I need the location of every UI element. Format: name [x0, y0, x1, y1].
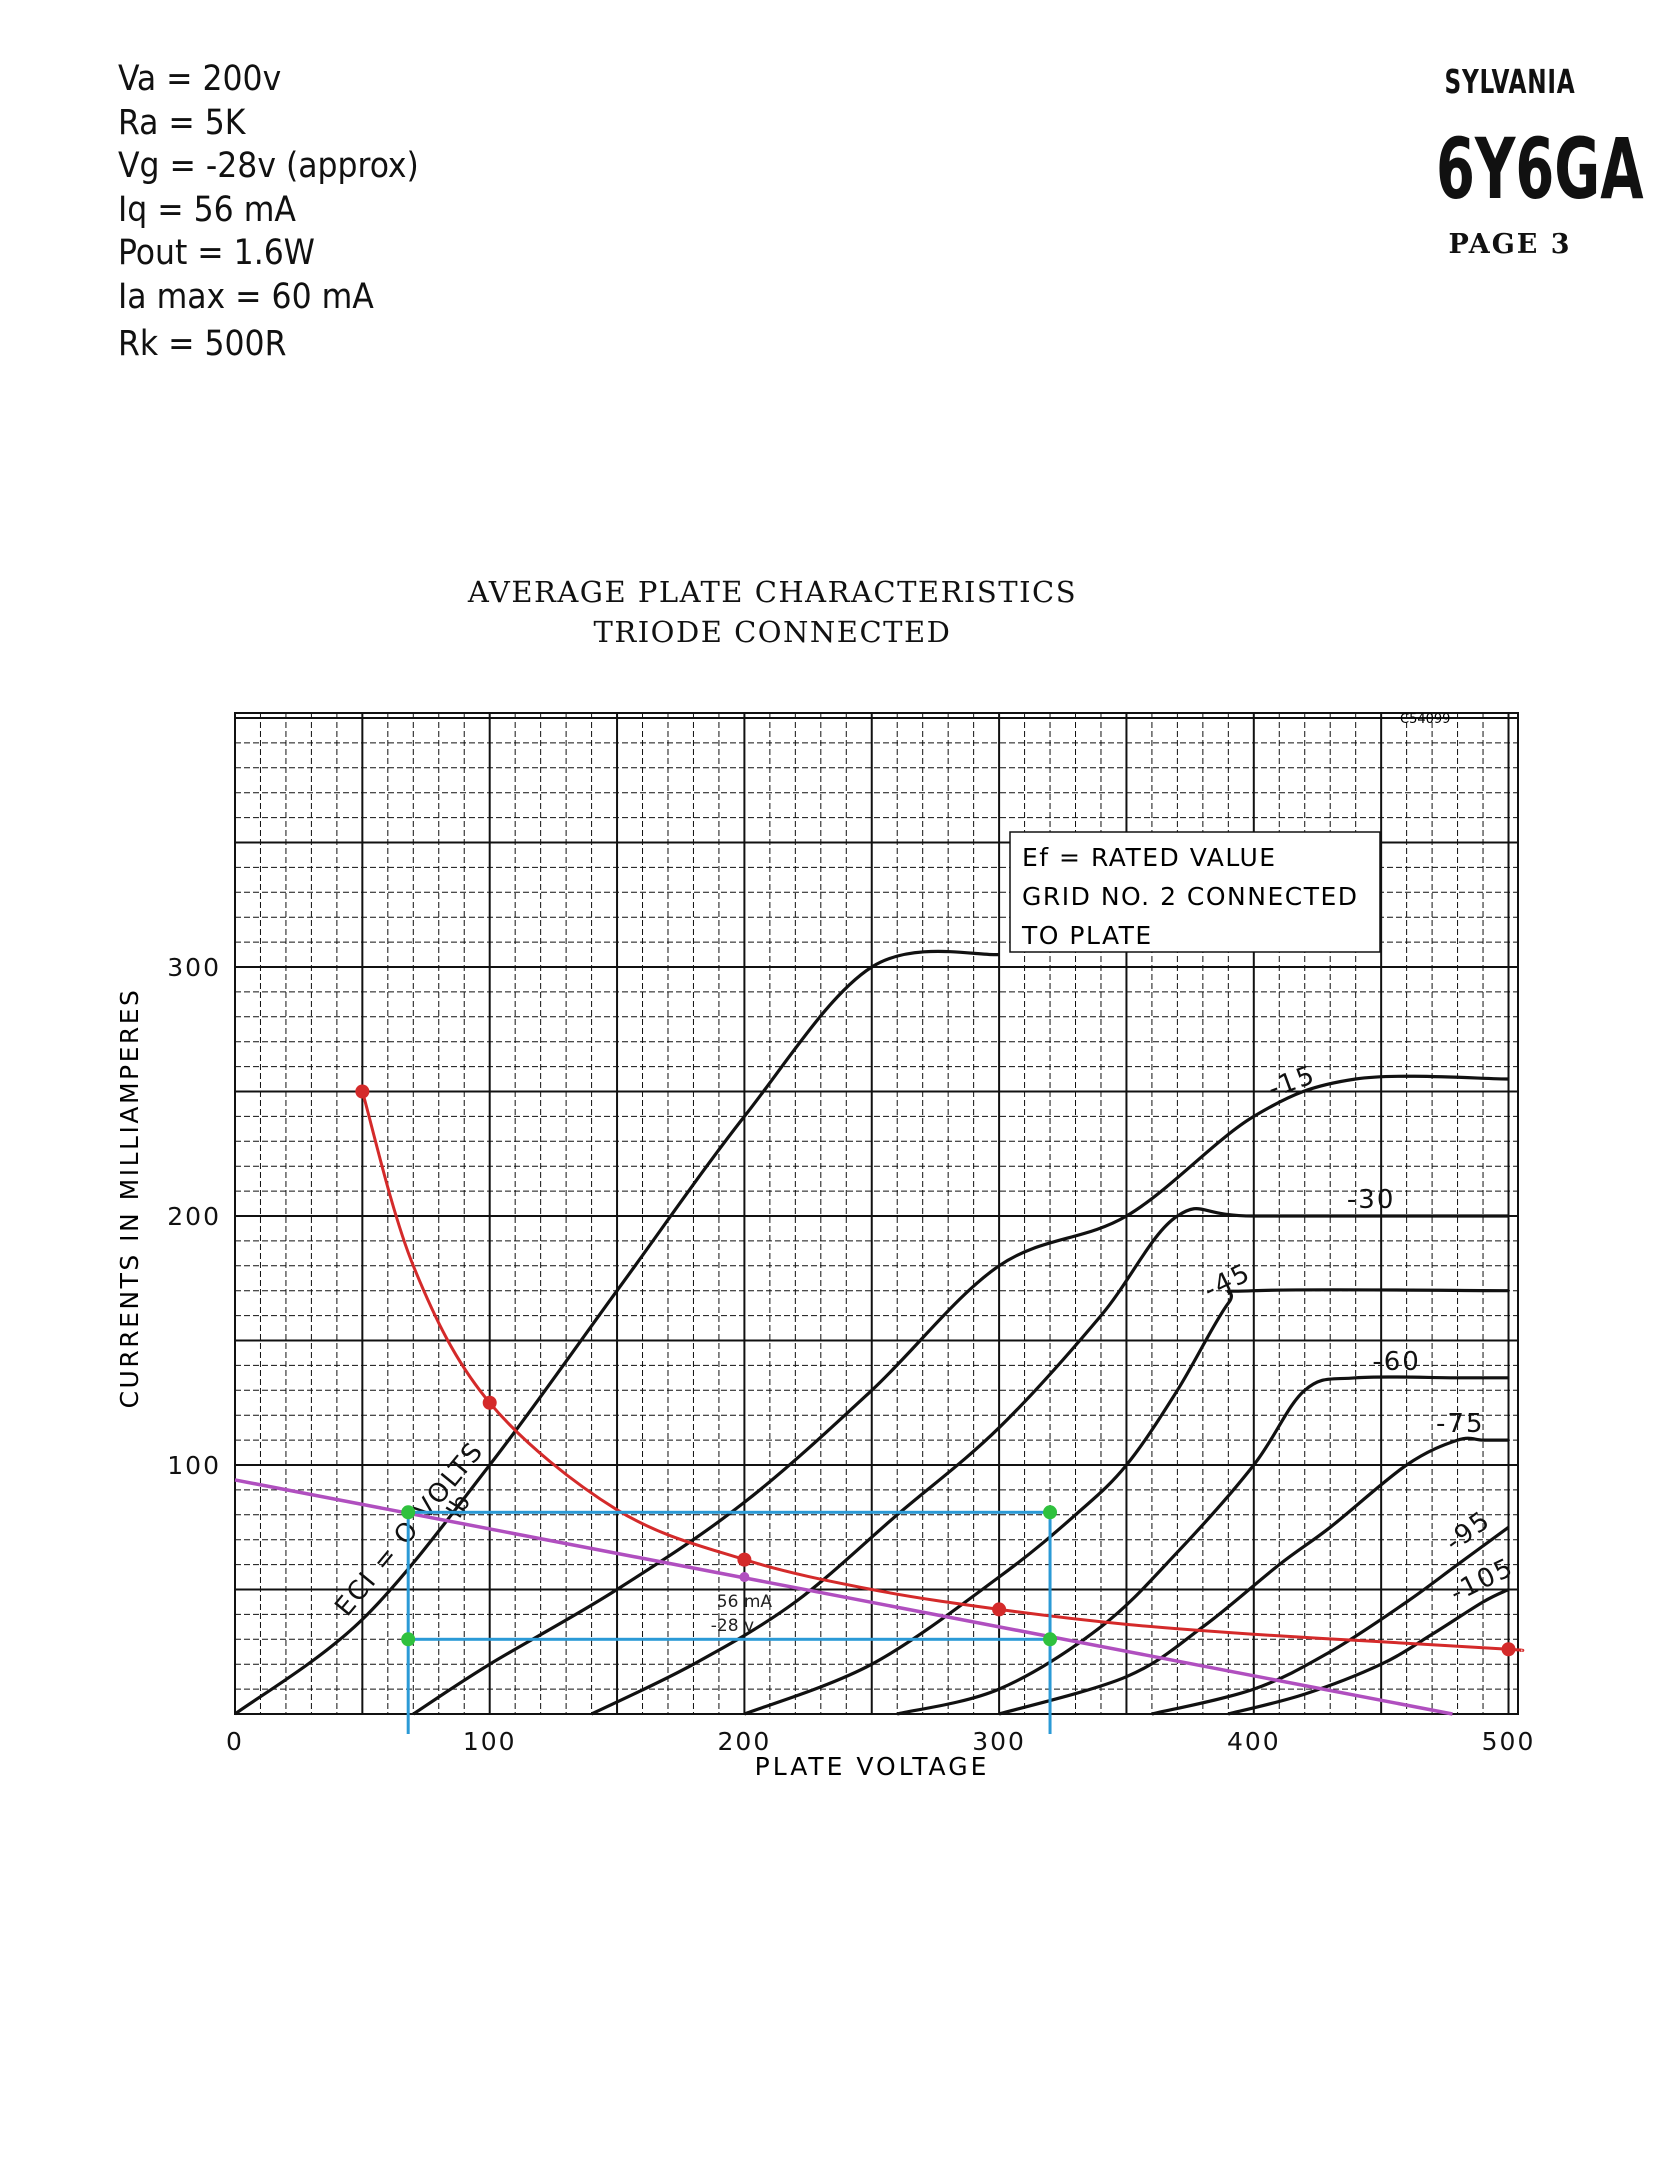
- spec-vg: Vg = -28v (approx): [118, 146, 419, 186]
- grid-curve-line: [234, 949, 1000, 1716]
- curve-label: -30: [1347, 1185, 1395, 1215]
- curve-label: -60: [1372, 1347, 1420, 1377]
- dissipation-point: [737, 1552, 752, 1567]
- dissipation-point: [482, 1395, 497, 1410]
- grid-curve-line: [743, 1288, 1509, 1716]
- swing-point: [1043, 1505, 1058, 1520]
- curve-label: -75: [1436, 1409, 1484, 1439]
- x-axis-label: PLATE VOLTAGE: [755, 1752, 990, 1781]
- y-tick-label: 100: [167, 1451, 221, 1480]
- swing-point: [401, 1505, 416, 1520]
- x-tick-label: 200: [718, 1727, 772, 1756]
- note-box: [1009, 831, 1381, 953]
- grid-curve-line: [412, 1074, 1509, 1716]
- swing-point: [401, 1632, 416, 1647]
- y-tick-label: 300: [167, 953, 221, 982]
- dissipation-point: [355, 1084, 370, 1099]
- x-tick-label: 100: [463, 1727, 517, 1756]
- load-line-overlay: 56 mA -28 v: [234, 1084, 1525, 1734]
- curve-label: -45: [1199, 1258, 1256, 1306]
- spec-va: Va = 200v: [118, 59, 282, 99]
- spec-ia-max: Ia max = 60 mA: [118, 276, 374, 317]
- chart-code: C54099: [1400, 712, 1450, 727]
- dissipation-point: [1501, 1642, 1516, 1657]
- max-dissipation-curve: [360, 1091, 1525, 1652]
- chart-subtitle: TRIODE CONNECTED: [593, 615, 952, 649]
- plot-frame: [234, 712, 1519, 1715]
- spec-rk: Rk = 500R: [118, 324, 287, 364]
- grid-curve-line: [1227, 1588, 1510, 1716]
- curve-label: ECI = O VOLTS: [329, 1436, 490, 1622]
- note-line-3: TO PLATE: [1021, 921, 1153, 950]
- axis-tick-labels: 0 100 200 300 400 500 100 200 300: [167, 953, 1536, 1756]
- dissipation-point: [992, 1602, 1007, 1617]
- page-number: PAGE 3: [1448, 229, 1572, 260]
- chart-heading: AVERAGE PLATE CHARACTERISTICS TRIODE CON…: [0, 572, 1545, 652]
- x-tick-label: 500: [1482, 1727, 1536, 1756]
- chart-title: AVERAGE PLATE CHARACTERISTICS: [467, 575, 1078, 609]
- y-tick-label: 200: [167, 1202, 221, 1231]
- operating-point: [739, 1572, 750, 1583]
- grid-curve-line: [896, 1375, 1509, 1716]
- operating-point-voltage-label: -28 v: [711, 1616, 754, 1636]
- load-line: [234, 1478, 1453, 1716]
- note-line-1: Ef = RATED VALUE: [1022, 843, 1277, 872]
- x-tick-label: 300: [972, 1727, 1026, 1756]
- conditions-note: Ef = RATED VALUE GRID NO. 2 CONNECTED TO…: [1009, 831, 1381, 953]
- note-line-2: GRID NO. 2 CONNECTED: [1022, 882, 1359, 911]
- operating-specs: Va = 200v Ra = 5K Vg = -28v (approx) Iq …: [118, 58, 419, 367]
- curve-label: -95: [1440, 1505, 1497, 1558]
- y-axis-label: CURRENTS IN MILLIAMPERES: [115, 988, 144, 1409]
- signal-swing-box: [406, 1510, 1052, 1641]
- swing-point: [1043, 1632, 1058, 1647]
- x-tick-label: 0: [226, 1727, 244, 1756]
- manufacturer-name: SYLVANIA: [1444, 62, 1576, 101]
- datasheet-header: SYLVANIA 6Y6GA PAGE 3: [1410, 62, 1643, 260]
- x-tick-label: 400: [1227, 1727, 1281, 1756]
- operating-point-current-label: 56 mA: [717, 1592, 773, 1612]
- spec-iq: Iq = 56 mA: [118, 189, 296, 230]
- grid-curve-line: [998, 1436, 1509, 1716]
- spec-pout: Pout = 1.6W: [118, 233, 315, 273]
- spec-ra: Ra = 5K: [118, 102, 246, 143]
